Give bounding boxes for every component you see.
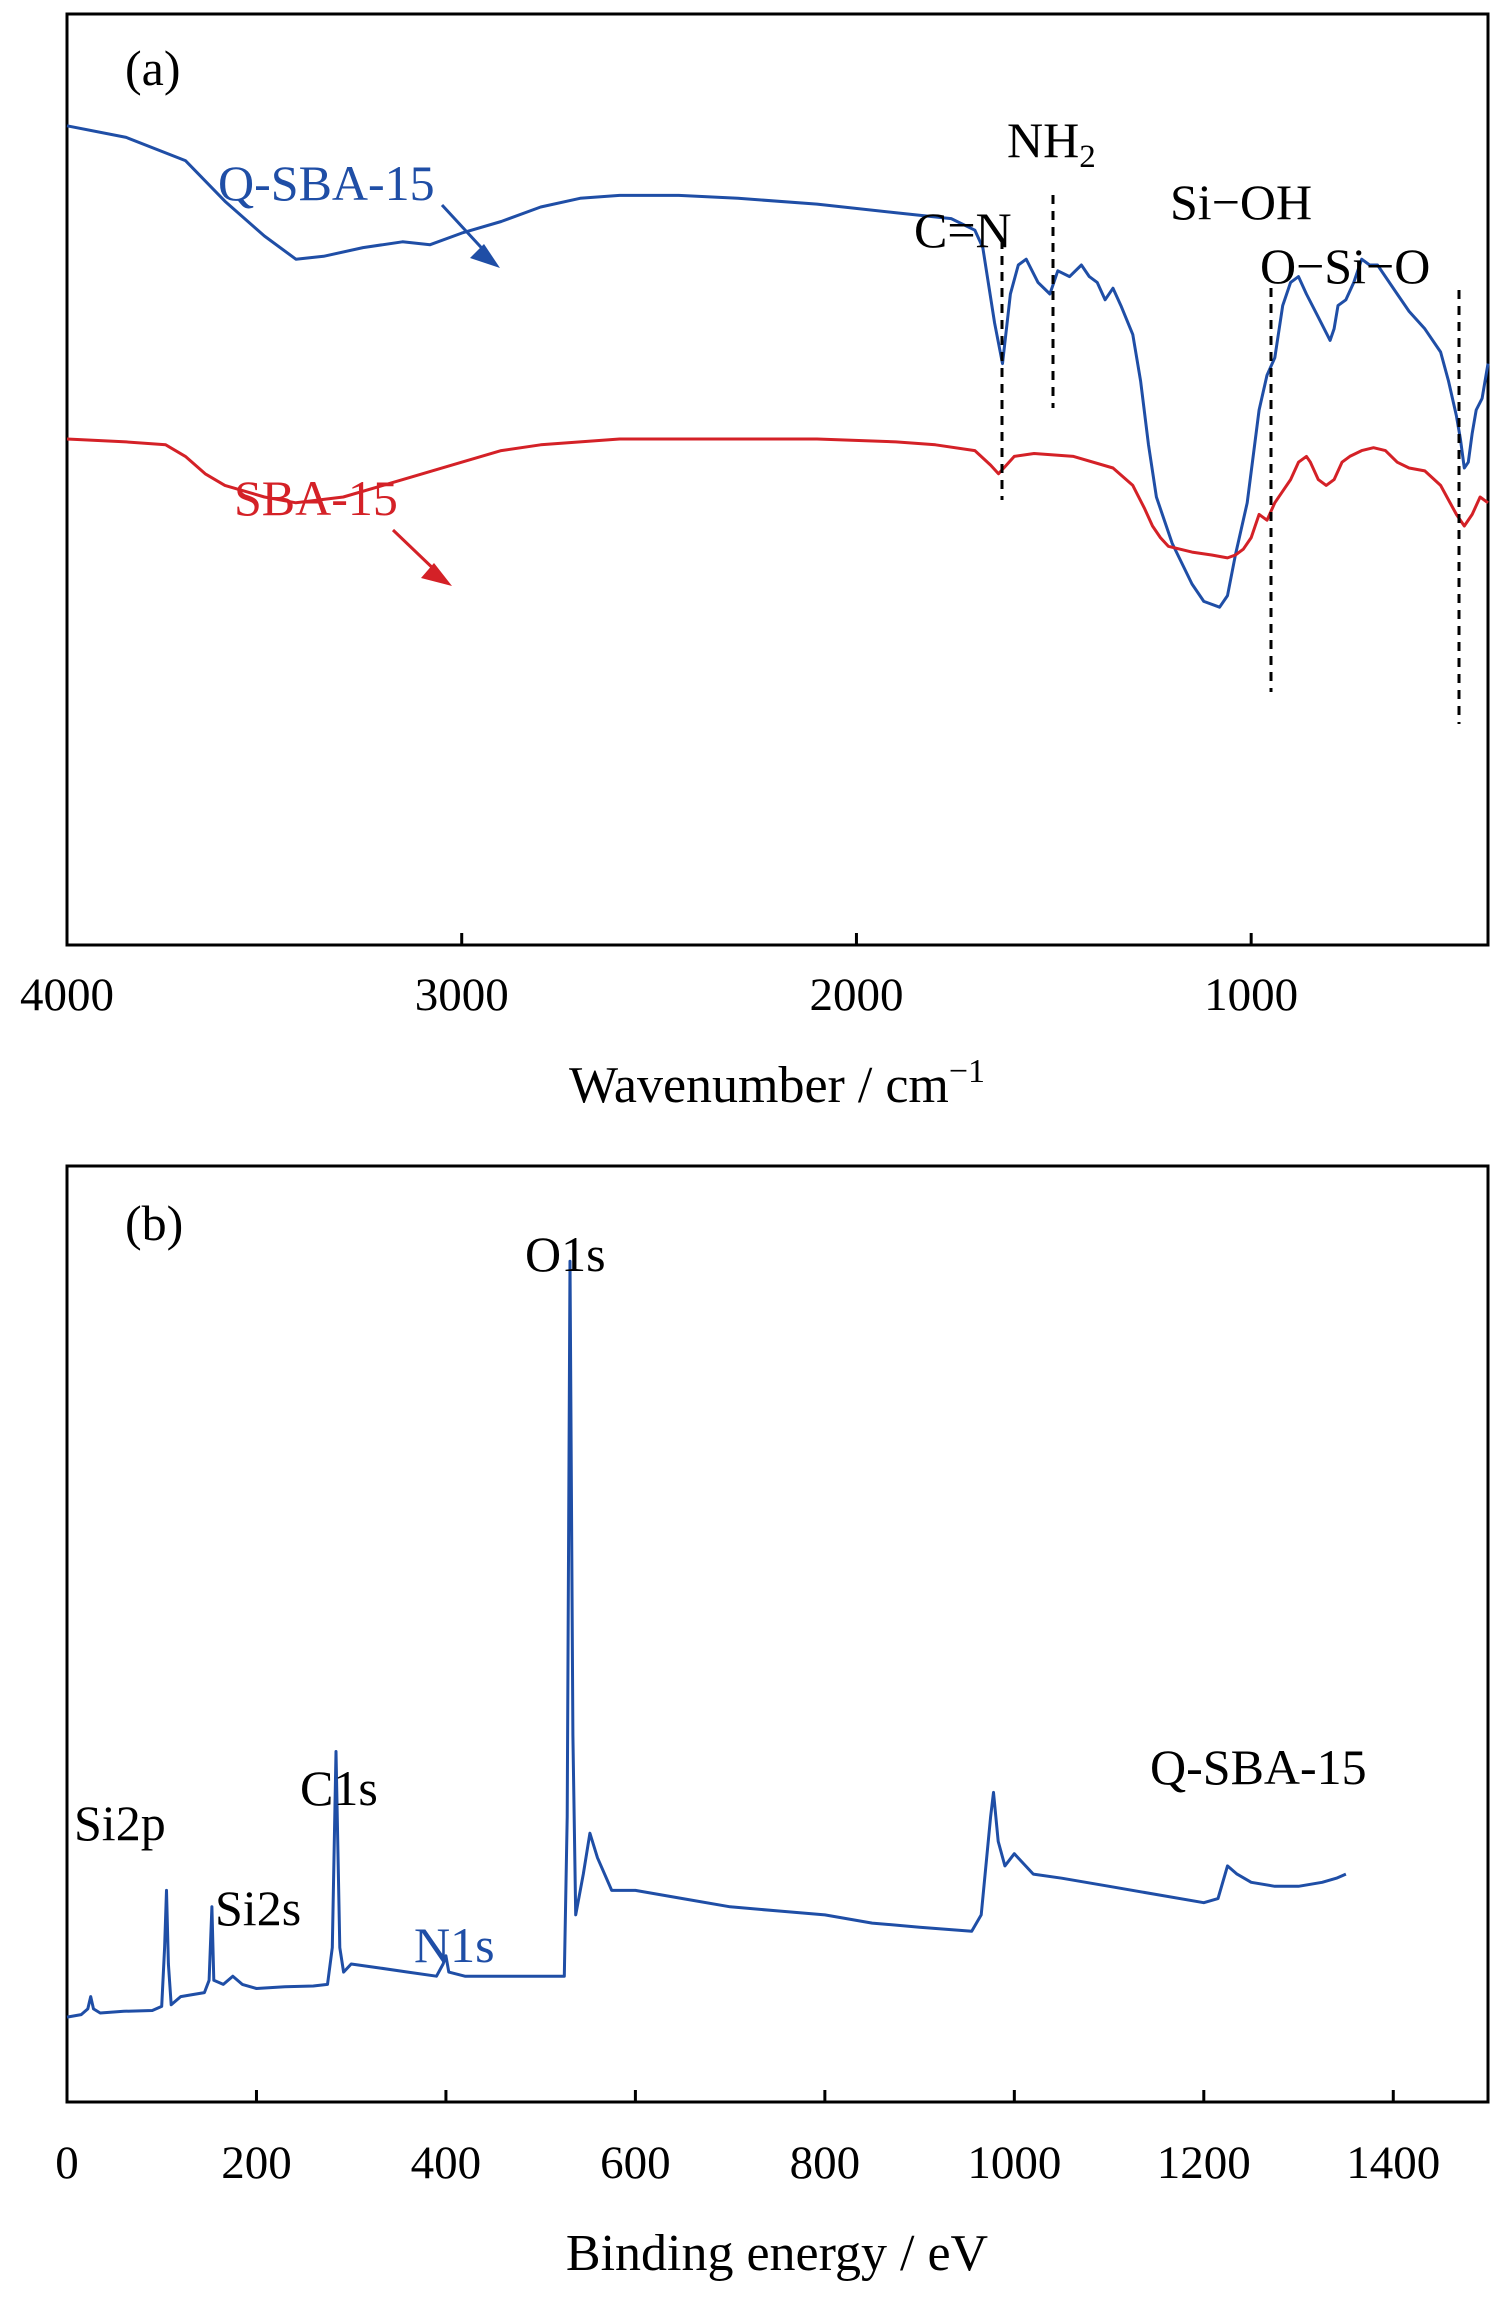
plot-frame-a [65,12,1490,947]
panel-label-b: (b) [125,1195,183,1251]
q-sba-15-label: Q-SBA-15 [218,155,435,211]
q-sba-15-arrow [440,203,500,268]
panel-a: (a) 4000 3000 2000 1000 Q-SBA-15 SBA-15 C=N… [20,12,1490,1114]
panel-label-a: (a) [125,40,181,96]
xps-survey-line [66,1259,1347,2019]
o1s-annotation: O1s [525,1226,606,1282]
x-axis-b: 0 200 400 600 800 1000 1200 1400 [55,2090,1440,2189]
si-oh-annotation: Si−OH [1170,174,1312,230]
sba-15-label: SBA-15 [234,470,398,526]
x-tick-label: 800 [790,2137,861,2189]
x-tick-label: 0 [55,2137,79,2189]
x-tick-label: 1000 [1204,969,1298,1021]
x-tick-label: 1000 [967,2137,1061,2189]
x-axis-label-b: Binding energy / eV [566,2225,988,2282]
o-si-o-annotation: O−Si−O [1260,238,1430,294]
x-axis-label-a: Wavenumber / cm−1 [569,1053,985,1114]
x-tick-label: 3000 [415,969,509,1021]
x-tick-label: 2000 [809,969,903,1021]
x-tick-label: 1400 [1346,2137,1440,2189]
x-tick-label: 400 [411,2137,482,2189]
n1s-annotation: N1s [414,1917,495,1973]
sample-annotation: Q-SBA-15 [1150,1739,1367,1795]
x-tick-label: 200 [221,2137,292,2189]
x-tick-label: 1200 [1157,2137,1251,2189]
sba-15-spectrum-line [66,437,1489,560]
si2s-annotation: Si2s [215,1880,301,1936]
q-sba-15-spectrum-line [66,124,1490,609]
x-axis-a: 4000 3000 2000 1000 [20,933,1298,1021]
x-tick-label: 600 [600,2137,671,2189]
x-tick-label: 4000 [20,969,114,1021]
c1s-annotation: C1s [300,1760,378,1816]
plot-frame-b [65,1164,1490,2104]
si2p-annotation: Si2p [74,1795,166,1851]
nh2-annotation: NH2 [1007,112,1096,175]
c-n-annotation: C=N [914,202,1012,258]
panel-b: (b) 0 200 400 600 800 1000 1200 1400 Si2p Si2s … [55,1164,1490,2282]
sba-15-arrow [391,528,452,586]
